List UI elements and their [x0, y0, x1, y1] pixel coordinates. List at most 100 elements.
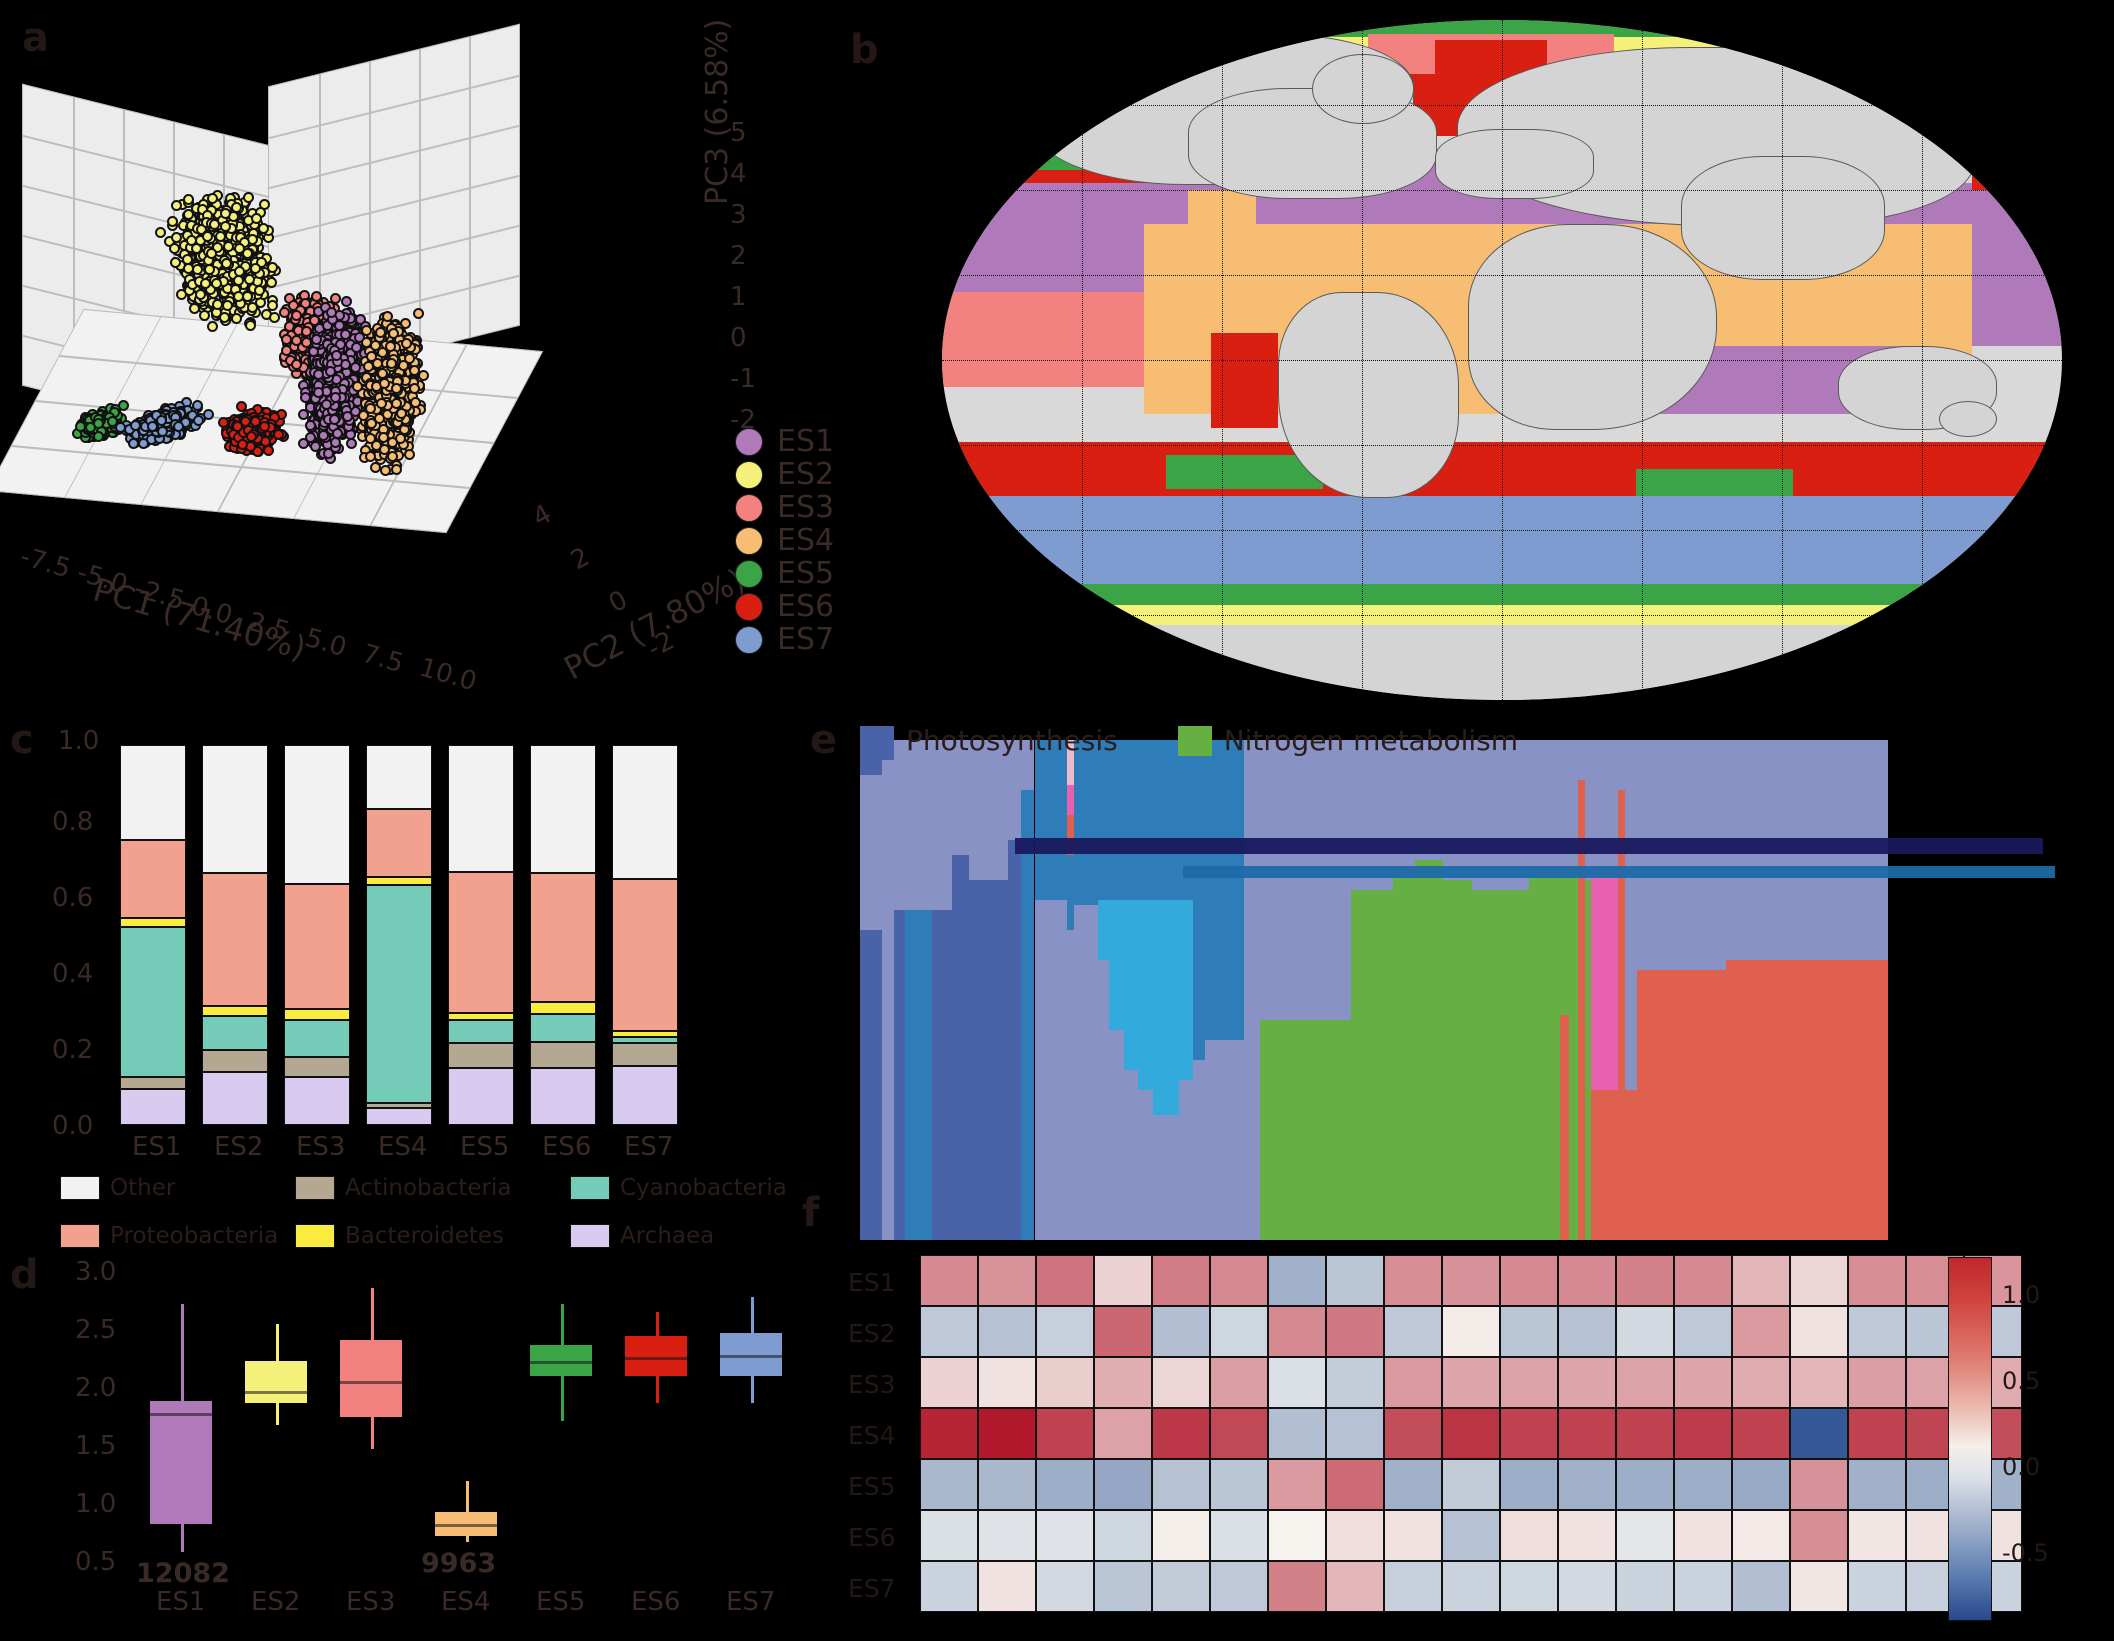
- function-segment: [1443, 880, 1472, 1240]
- bar-segment: [612, 1036, 678, 1043]
- function-segment: [1152, 1115, 1180, 1240]
- heatmap-cell: [1790, 1510, 1848, 1561]
- legend-swatch: [570, 1176, 610, 1200]
- heatmap-cell: [1210, 1357, 1268, 1408]
- function-segment: [952, 855, 969, 1240]
- bar-segment: [120, 1088, 186, 1126]
- graticule-meridian: [1502, 20, 1503, 700]
- function-segment: [1541, 740, 1561, 875]
- legend-swatch: [295, 1176, 335, 1200]
- function-segment: [1591, 1090, 1618, 1240]
- boxplot-median: [245, 1390, 307, 1394]
- heatmap-colorbar: [1948, 1257, 1992, 1621]
- bar-segment: [366, 1103, 432, 1108]
- panel-d-ytick: 1.5: [75, 1431, 116, 1461]
- heatmap-cell: [1790, 1561, 1848, 1612]
- boxplot-box: [340, 1340, 402, 1418]
- boxplot-median: [720, 1354, 782, 1358]
- function-column: [1260, 740, 1297, 1240]
- function-segment: [1138, 740, 1153, 900]
- legend-swatch: [295, 1224, 335, 1248]
- pca-ztick: 4: [730, 159, 747, 189]
- graticule-meridian: [1362, 20, 1363, 700]
- legend-label: Archaea: [620, 1223, 714, 1249]
- panel-d-ytick: 2.5: [75, 1315, 116, 1345]
- function-segment: [1351, 890, 1393, 1240]
- function-segment: [931, 740, 952, 910]
- heatmap-row-label-es5: ES5: [848, 1472, 896, 1501]
- pca-ztick: 1: [730, 282, 747, 312]
- heatmap-cell: [978, 1408, 1036, 1459]
- heatmap-cell: [1326, 1306, 1384, 1357]
- heatmap-cell: [1848, 1255, 1906, 1306]
- panel-c-xtick: ES7: [624, 1132, 673, 1162]
- pca-ztick: 3: [730, 200, 747, 230]
- function-segment: [1617, 790, 1625, 1240]
- function-segment: [1529, 875, 1542, 1240]
- heatmap-cell: [1500, 1306, 1558, 1357]
- function-segment: [1591, 870, 1618, 1090]
- function-segment: [1034, 740, 1067, 900]
- function-segment: [1243, 740, 1261, 1240]
- function-column: [1008, 740, 1022, 1240]
- panel-c-ytick: 0.0: [52, 1111, 93, 1141]
- heatmap-cell: [1442, 1306, 1500, 1357]
- function-segment: [1179, 740, 1194, 900]
- function-segment: [1073, 740, 1098, 905]
- colorbar-tick: 0.5: [2002, 1367, 2040, 1395]
- function-segment: [1073, 905, 1098, 1240]
- panel-f-label: f: [802, 1193, 819, 1233]
- bar-segment: [612, 1066, 678, 1126]
- heatmap-cell: [1616, 1306, 1674, 1357]
- function-segment: [1021, 740, 1035, 790]
- legend-label: Other: [110, 1175, 175, 1201]
- heatmap-cell: [920, 1306, 978, 1357]
- pca-ztick: 5: [730, 118, 747, 148]
- heatmap-cell: [1268, 1255, 1326, 1306]
- legend-label-es2: ES2: [777, 457, 834, 492]
- function-segment: [1568, 740, 1579, 870]
- panel-a-pca: a -7.5 -5.0 -2.5 0.0 2.5 5.0 7.5 10.0 PC1 (71.40…: [0, 0, 850, 720]
- function-segment: [1541, 875, 1561, 1240]
- heatmap-row-label-es6: ES6: [848, 1523, 896, 1552]
- boxplot-box: [435, 1511, 497, 1536]
- heatmap-cell: [1152, 1408, 1210, 1459]
- pca-xtick: -7.5: [17, 542, 74, 585]
- heatmap-cell: [1848, 1357, 1906, 1408]
- panel-d-label: d: [10, 1255, 39, 1295]
- heatmap-cell: [1732, 1306, 1790, 1357]
- nitrogen-metabolism-swatch: [1177, 725, 1212, 756]
- panel-c-legend-item: Other: [60, 1175, 175, 1201]
- panel-c-xtick: ES3: [296, 1132, 345, 1162]
- graticule-meridian: [1082, 20, 1083, 700]
- heatmap-cell: [1442, 1561, 1500, 1612]
- panel-c-xtick: ES1: [132, 1132, 181, 1162]
- function-column: [952, 740, 969, 1240]
- function-column: [931, 740, 952, 1240]
- heatmap-cell: [1674, 1357, 1732, 1408]
- heatmap-cell: [1152, 1357, 1210, 1408]
- panel-d-ytick: 2.0: [75, 1373, 116, 1403]
- function-column: [1636, 740, 1727, 1240]
- stacked-bar-es1: [120, 745, 186, 1126]
- function-segment: [1471, 740, 1530, 890]
- heatmap-cell: [1210, 1306, 1268, 1357]
- heatmap-cell: [1384, 1510, 1442, 1561]
- heatmap-cell: [1558, 1306, 1616, 1357]
- panel-c-legend-item: Archaea: [570, 1223, 714, 1249]
- stacked-bar-es3: [284, 745, 350, 1125]
- bar-segment: [284, 1009, 350, 1021]
- legend-label: Actinobacteria: [345, 1175, 511, 1201]
- boxplot-median: [150, 1412, 212, 1416]
- heatmap-cell: [1732, 1408, 1790, 1459]
- bar-segment: [120, 840, 186, 919]
- panel-c-ytick: 0.4: [52, 959, 93, 989]
- stacked-bar-es4: [366, 745, 432, 1125]
- stacked-bar-es6: [530, 745, 596, 1125]
- graticule-meridian: [1782, 20, 1783, 700]
- pca-ytick: 0: [604, 585, 633, 619]
- photosynthesis-swatch: [860, 725, 894, 756]
- legend-label: Cyanobacteria: [620, 1175, 787, 1201]
- legend-dot-es6: [735, 592, 763, 621]
- map-zone: [1166, 455, 1323, 490]
